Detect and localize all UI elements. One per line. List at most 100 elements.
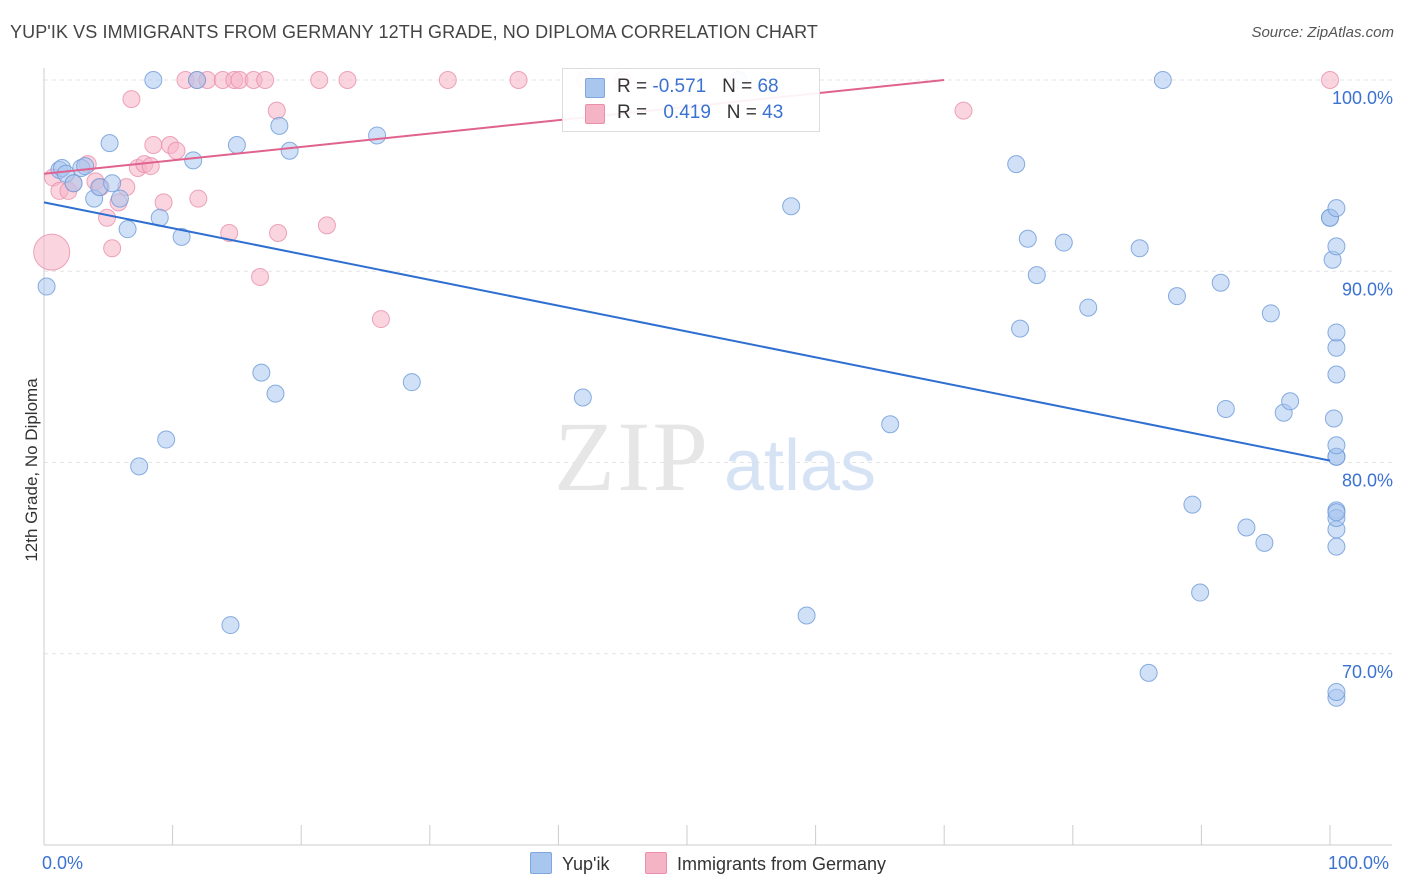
germany-point-30 [256, 71, 275, 89]
germany-point-22 [189, 189, 208, 208]
germany-point-25 [220, 224, 239, 242]
y-tick-label-3: 70.0% [1342, 662, 1393, 682]
legend-n-value: 43 [762, 102, 784, 123]
germany-point-8 [98, 208, 117, 227]
bottom-legend-germany: Immigrants from Germany [645, 852, 886, 875]
yupik-point-31 [797, 606, 816, 625]
bottom-legend-germany-label: Immigrants from Germany [677, 854, 887, 874]
yupik-point-38 [1079, 298, 1098, 317]
series-yupik-points [37, 71, 1346, 707]
germany-swatch-icon [585, 104, 605, 124]
yupik-point-41 [1153, 71, 1172, 89]
yupik-point-21 [227, 136, 246, 155]
x-tick-label-max: 100.0% [1328, 853, 1390, 873]
yupik-point-19 [188, 71, 207, 89]
legend-r-label: R = [617, 76, 653, 97]
watermark-zip: ZIP [554, 401, 710, 512]
germany-point-19 [167, 141, 186, 160]
y-tick-labels: 100.0% 90.0% 80.0% 70.0% [1332, 88, 1393, 682]
yupik-point-27 [402, 373, 421, 392]
germany-point-41 [954, 101, 973, 120]
germany-point-37 [438, 71, 457, 89]
yupik-point-10 [103, 174, 122, 193]
yupik-point-69 [1327, 436, 1346, 455]
germany-point-33 [310, 71, 329, 89]
germany-point-36 [371, 310, 390, 329]
germany-point-16 [144, 136, 163, 155]
germany-point-34 [317, 216, 336, 235]
yupik-point-4 [64, 174, 83, 193]
yupik-point-45 [1211, 273, 1230, 292]
axes [43, 68, 1392, 846]
legend-n-value: 68 [757, 76, 779, 97]
legend-r-value: -0.571 [652, 76, 707, 97]
yupik-point-40 [1139, 663, 1158, 682]
yupik-point-59 [1327, 338, 1346, 357]
yupik-point-0 [37, 277, 56, 296]
watermark-atlas: atlas [724, 426, 876, 506]
yupik-point-70 [1327, 683, 1346, 701]
yupik-point-39 [1130, 239, 1149, 258]
germany-legend-icon [645, 852, 667, 874]
yupik-point-28 [573, 388, 592, 407]
germany-point-38 [509, 71, 528, 89]
yupik-point-18 [184, 151, 203, 170]
bottom-legend-yupik-label: Yup'ik [562, 854, 610, 874]
yupik-point-66 [1327, 199, 1346, 218]
germany-point-17 [154, 193, 173, 212]
yupik-point-33 [1007, 155, 1026, 174]
yupik-point-20 [221, 616, 240, 635]
yupik-point-56 [1327, 237, 1346, 256]
germany-point-35 [338, 71, 357, 89]
yupik-swatch-icon [585, 78, 605, 98]
yupik-point-23 [266, 384, 285, 403]
chart-title: YUP'IK VS IMMIGRANTS FROM GERMANY 12TH G… [10, 22, 818, 42]
yupik-point-32 [881, 415, 900, 434]
yupik-point-36 [1027, 266, 1046, 285]
yupik-point-12 [118, 220, 137, 239]
yupik-point-30 [782, 197, 801, 216]
yupik-point-58 [1327, 537, 1346, 556]
legend-n-label: N = [726, 102, 763, 123]
y-tick-label-2: 80.0% [1342, 471, 1393, 491]
yupik-point-46 [1216, 399, 1235, 418]
yupik-point-44 [1191, 583, 1210, 602]
yupik-point-9 [100, 134, 119, 153]
legend-n-label: N = [722, 76, 758, 97]
yupik-legend-icon [530, 852, 552, 874]
yupik-point-55 [1324, 409, 1343, 428]
yupik-point-16 [157, 430, 176, 449]
germany-point-32 [269, 224, 288, 242]
yupik-point-68 [1327, 323, 1346, 342]
yupik-point-65 [1327, 365, 1346, 384]
y-axis-label: 12th Grade, No Diploma [22, 378, 41, 562]
stats-legend: R = -0.571 N = 68 R = 0.419 N = 43 [562, 68, 820, 132]
yupik-point-11 [110, 189, 129, 208]
x-tick-label-min: 0.0% [42, 853, 84, 873]
germany-point-31 [267, 101, 286, 120]
trend-line-yupik [43, 201, 1331, 462]
y-tick-label-0: 100.0% [1332, 88, 1393, 108]
yupik-point-51 [1281, 392, 1300, 411]
legend-r-value: 0.419 [663, 102, 711, 123]
yupik-point-17 [172, 227, 191, 246]
yupik-point-67 [1327, 503, 1346, 522]
yupik-point-35 [1018, 229, 1037, 248]
legend-r-label: R = [617, 102, 653, 123]
yupik-point-22 [252, 363, 271, 382]
yupik-point-6 [76, 157, 95, 176]
germany-point-15 [141, 157, 160, 176]
yupik-point-13 [130, 457, 149, 476]
yupik-point-42 [1167, 287, 1186, 306]
germany-point-0 [33, 233, 71, 271]
germany-point-29 [251, 267, 270, 286]
bottom-legend-yupik: Yup'ik [530, 852, 609, 875]
grid-lines [44, 79, 1392, 655]
yupik-point-49 [1261, 304, 1280, 323]
yupik-point-24 [270, 116, 289, 135]
yupik-point-26 [368, 126, 387, 145]
yupik-point-25 [280, 141, 299, 160]
germany-point-42 [1321, 71, 1339, 89]
germany-point-9 [103, 239, 122, 258]
